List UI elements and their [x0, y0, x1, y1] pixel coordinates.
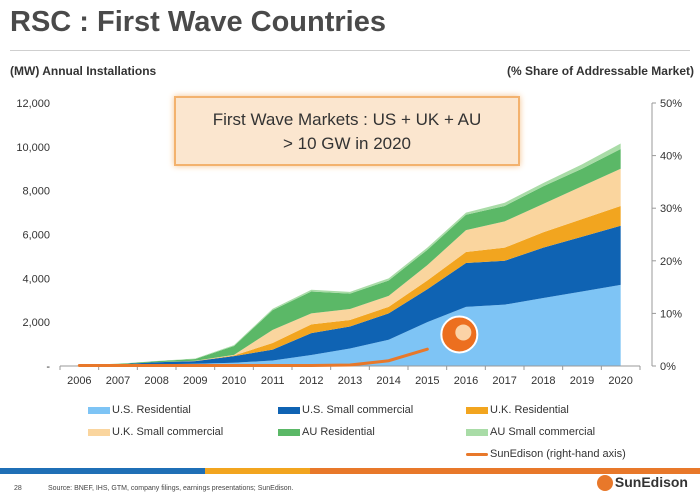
legend-swatch — [88, 428, 110, 436]
logo-text: SunEdison — [614, 474, 688, 490]
legend-item: SunEdison (right-hand axis) — [466, 448, 626, 460]
area-series-2 — [79, 225, 621, 366]
legend-swatch — [278, 428, 300, 436]
legend-label: U.K. Residential — [490, 404, 569, 416]
y-tick-label: 10,000 — [16, 142, 50, 154]
legend-label: AU Small commercial — [490, 426, 596, 438]
callout-box: First Wave Markets : US + UK + AU > 10 G… — [174, 96, 520, 166]
footer-bar-segment — [0, 468, 205, 474]
footer-color-bar — [0, 468, 700, 474]
y2-tick-label: 40% — [660, 151, 682, 163]
slide-title: RSC : First Wave Countries — [10, 6, 386, 38]
y2-tick-label: 50% — [660, 98, 682, 110]
x-tick-label: 2014 — [376, 375, 400, 387]
x-tick-label: 2007 — [106, 375, 130, 387]
legend-item: AU Small commercial — [466, 426, 595, 438]
x-tick-label: 2018 — [531, 375, 555, 387]
legend-label: AU Residential — [302, 426, 375, 438]
y2-tick-label: 0% — [660, 361, 676, 373]
x-tick-label: 2008 — [144, 375, 168, 387]
y-tick-label: 2,000 — [22, 317, 50, 329]
source-note: Source: BNEF, IHS, GTM, company filings,… — [48, 485, 294, 492]
x-tick-label: 2010 — [222, 375, 246, 387]
sunedison-logo: SunEdison — [596, 474, 688, 492]
right-axis-title: (% Share of Addressable Market) — [507, 64, 694, 78]
legend-label: U.K. Small commercial — [112, 426, 224, 438]
sunedison-sun-icon-center — [455, 324, 472, 341]
legend-item: U.K. Residential — [466, 404, 569, 416]
x-tick-label: 2013 — [338, 375, 362, 387]
x-tick-label: 2006 — [67, 375, 91, 387]
legend-swatch — [466, 428, 488, 436]
legend-label: U.S. Residential — [112, 404, 191, 416]
y-tick-label: 6,000 — [22, 230, 50, 242]
x-tick-label: 2015 — [415, 375, 439, 387]
legend-label: SunEdison (right-hand axis) — [490, 448, 626, 460]
x-tick-label: 2012 — [299, 375, 323, 387]
left-axis-title: (MW) Annual Installations — [10, 64, 157, 78]
footer-bar-segment — [310, 468, 700, 474]
legend-item: U.K. Small commercial — [88, 426, 223, 438]
x-tick-label: 2020 — [608, 375, 632, 387]
legend-item: U.S. Residential — [88, 404, 191, 416]
y2-tick-label: 30% — [660, 203, 682, 215]
y-tick-label: 8,000 — [22, 186, 50, 198]
area-series-1 — [79, 284, 621, 366]
callout-line-1: First Wave Markets : US + UK + AU — [212, 110, 482, 129]
callout-line-2: > 10 GW in 2020 — [282, 134, 412, 153]
x-tick-label: 2016 — [454, 375, 478, 387]
y-tick-label: - — [46, 361, 50, 373]
legend-swatch — [88, 406, 110, 414]
sun-logo-icon — [596, 475, 613, 492]
x-tick-label: 2009 — [183, 375, 207, 387]
sunedison-line — [77, 347, 429, 367]
page-number: 28 — [14, 485, 22, 492]
stacked-area-chart: - 2,000 4,000 6,000 8,000 10,000 12,000 0% 10% 20… — [16, 98, 682, 387]
legend-label: U.S. Small commercial — [302, 404, 414, 416]
footer-bar-segment — [205, 468, 310, 474]
title-divider — [10, 50, 690, 51]
x-tick-label: 2011 — [261, 375, 285, 387]
y-tick-label: 12,000 — [16, 98, 50, 110]
legend-swatch — [278, 406, 300, 414]
y-tick-label: 4,000 — [22, 273, 50, 285]
legend-item: AU Residential — [278, 426, 375, 438]
legend-swatch — [466, 406, 488, 414]
x-tick-label: 2019 — [570, 375, 594, 387]
x-tick-label: 2017 — [492, 375, 516, 387]
legend-swatch — [466, 452, 488, 456]
y2-tick-label: 10% — [660, 308, 682, 320]
y2-tick-label: 20% — [660, 256, 682, 268]
legend-item: U.S. Small commercial — [278, 404, 413, 416]
